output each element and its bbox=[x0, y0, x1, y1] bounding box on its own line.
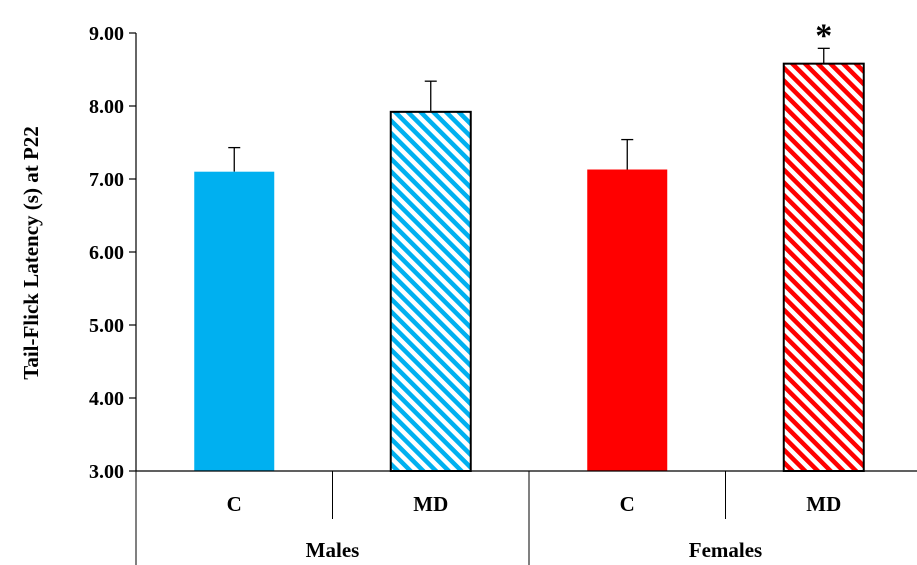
x-group-label: Males bbox=[306, 538, 360, 562]
bar-males-c bbox=[194, 171, 275, 471]
bars: * bbox=[194, 17, 865, 472]
x-category-label: MD bbox=[413, 492, 448, 516]
y-tick-label: 9.00 bbox=[89, 23, 124, 45]
y-axis: 3.00 4.00 5.00 6.00 7.00 8.00 9.00 bbox=[89, 23, 137, 483]
x-group-label: Females bbox=[689, 538, 762, 562]
y-tick-label: 3.00 bbox=[89, 461, 124, 483]
y-tick-label: 6.00 bbox=[89, 242, 124, 264]
bar-males-md bbox=[389, 110, 472, 472]
y-tick-label: 5.00 bbox=[89, 315, 124, 337]
y-axis-label: Tail-Flick Latency (s) at P22 bbox=[19, 126, 43, 380]
y-tick-label: 8.00 bbox=[89, 96, 124, 118]
y-tick-label: 7.00 bbox=[89, 169, 124, 191]
significance-marker: * bbox=[815, 17, 832, 54]
bar-females-md bbox=[782, 62, 865, 472]
x-axis: C MD C MD Males Females bbox=[135, 470, 917, 565]
bar-females-c bbox=[587, 169, 668, 471]
x-category-label: MD bbox=[806, 492, 841, 516]
y-tick-label: 4.00 bbox=[89, 388, 124, 410]
x-category-label: C bbox=[227, 492, 242, 516]
x-category-label: C bbox=[620, 492, 635, 516]
